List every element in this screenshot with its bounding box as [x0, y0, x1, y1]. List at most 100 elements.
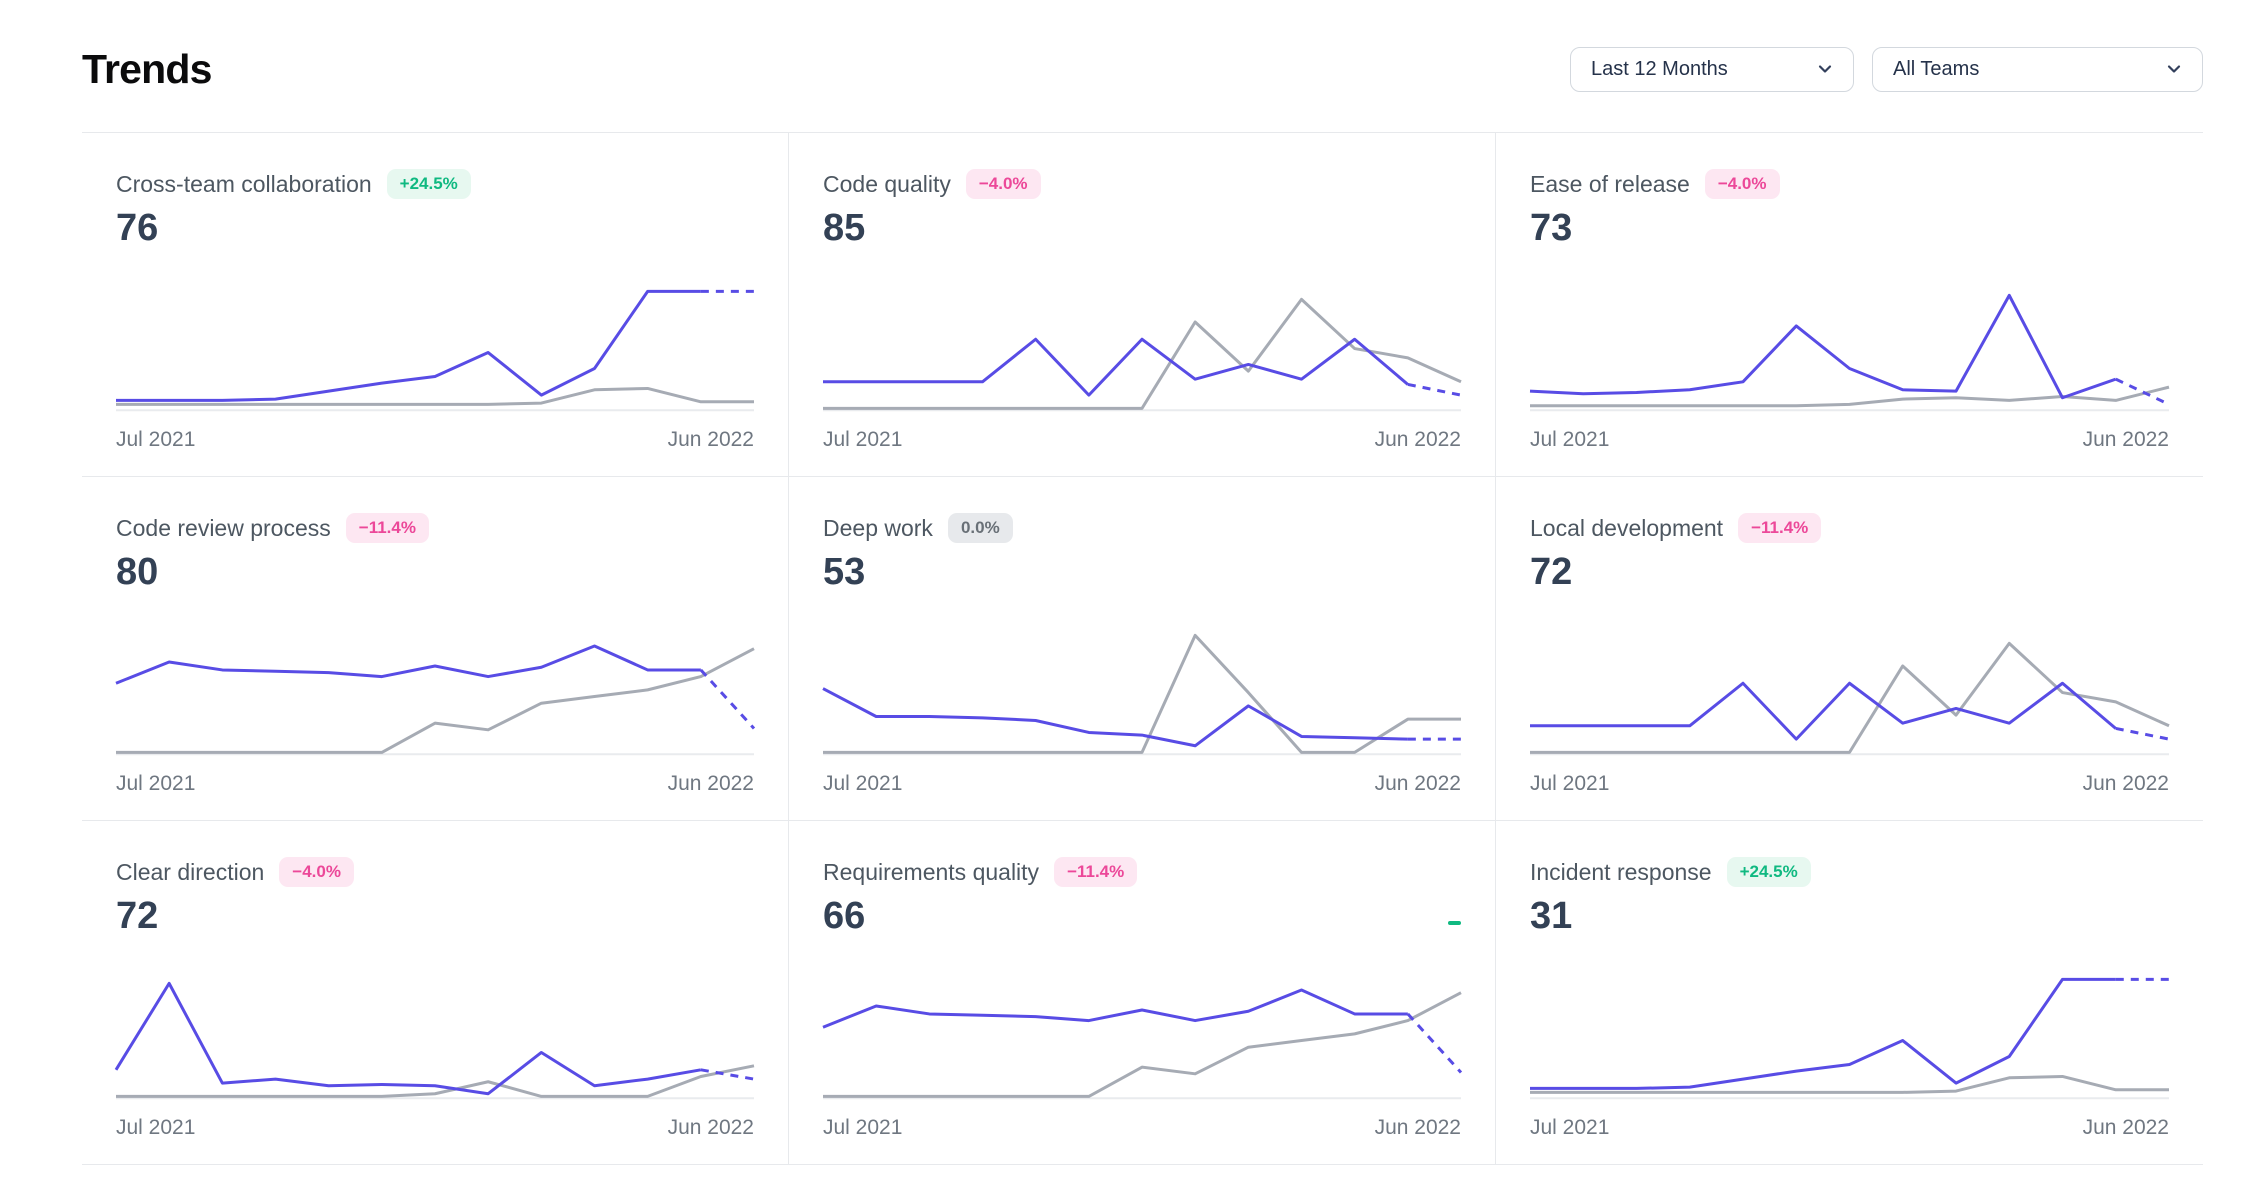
chart-block: Jul 2021 Jun 2022	[116, 962, 754, 1140]
filters: Last 12 Months All Teams	[1570, 46, 2203, 92]
cards-grid: Cross-team collaboration +24.5% 76 Jul 2…	[82, 132, 2203, 1165]
card-header: Incident response +24.5%	[1530, 857, 2169, 888]
x-axis-end-label: Jun 2022	[667, 772, 754, 795]
metric-card: Code quality −4.0% 85 Jul 2021 Jun 2022	[789, 133, 1496, 477]
card-header: Deep work 0.0%	[823, 513, 1461, 544]
metric-card: Deep work 0.0% 53 Jul 2021 Jun 2022	[789, 477, 1496, 821]
page-header: Trends Last 12 Months All Teams	[0, 0, 2255, 92]
change-badge: −11.4%	[1738, 513, 1822, 544]
metric-value: 31	[1530, 895, 1573, 938]
sparkline-chart[interactable]	[116, 618, 754, 758]
card-header: Requirements quality −11.4%	[823, 857, 1461, 888]
sparkline-chart[interactable]	[1530, 274, 2169, 414]
time-range-value: Last 12 Months	[1591, 57, 1728, 80]
x-axis-start-label: Jul 2021	[116, 1116, 196, 1139]
x-axis-end-label: Jun 2022	[1374, 772, 1461, 795]
stray-green-mark	[1448, 921, 1461, 925]
x-axis-start-label: Jul 2021	[1530, 1116, 1610, 1139]
change-badge: −4.0%	[1704, 169, 1780, 200]
chevron-down-icon	[2167, 65, 2181, 73]
sparkline-chart[interactable]	[823, 274, 1461, 414]
chart-block: Jul 2021 Jun 2022	[1530, 962, 2169, 1140]
sparkline-chart[interactable]	[823, 618, 1461, 758]
metric-value: 85	[823, 207, 866, 250]
x-axis-start-label: Jul 2021	[823, 1116, 903, 1139]
metric-value: 73	[1530, 207, 1573, 250]
metric-card: Code review process −11.4% 80 Jul 2021 J…	[82, 477, 789, 821]
teams-value: All Teams	[1893, 57, 1980, 80]
x-axis-end-label: Jun 2022	[667, 428, 754, 451]
x-axis-start-label: Jul 2021	[1530, 428, 1610, 451]
metric-value: 66	[823, 895, 866, 938]
sparkline-chart[interactable]	[823, 962, 1461, 1102]
metric-value: 76	[116, 207, 159, 250]
metric-value: 80	[116, 551, 159, 594]
change-badge: +24.5%	[1726, 857, 1811, 888]
metric-card: Ease of release −4.0% 73 Jul 2021 Jun 20…	[1496, 133, 2203, 477]
metric-card: Incident response +24.5% 31 Jul 2021 Jun…	[1496, 821, 2203, 1165]
card-header: Clear direction −4.0%	[116, 857, 754, 888]
card-title: Clear direction	[116, 858, 265, 885]
card-title: Ease of release	[1530, 170, 1690, 197]
x-axis-labels: Jul 2021 Jun 2022	[116, 1116, 754, 1140]
change-badge: −4.0%	[279, 857, 354, 888]
x-axis-labels: Jul 2021 Jun 2022	[116, 428, 754, 452]
metric-card: Local development −11.4% 72 Jul 2021 Jun…	[1496, 477, 2203, 821]
metric-card: Clear direction −4.0% 72 Jul 2021 Jun 20…	[82, 821, 789, 1165]
card-title: Local development	[1530, 514, 1724, 541]
chart-block: Jul 2021 Jun 2022	[1530, 274, 2169, 452]
card-header: Local development −11.4%	[1530, 513, 2169, 544]
sparkline-chart[interactable]	[1530, 962, 2169, 1102]
x-axis-labels: Jul 2021 Jun 2022	[823, 428, 1461, 452]
x-axis-end-label: Jun 2022	[667, 1116, 754, 1139]
metric-card: Cross-team collaboration +24.5% 76 Jul 2…	[82, 133, 789, 477]
sparkline-chart[interactable]	[1530, 618, 2169, 758]
card-header: Code quality −4.0%	[823, 169, 1461, 200]
card-title: Incident response	[1530, 858, 1712, 885]
card-title: Code quality	[823, 170, 951, 197]
chart-block: Jul 2021 Jun 2022	[116, 274, 754, 452]
card-title: Requirements quality	[823, 858, 1040, 885]
x-axis-end-label: Jun 2022	[1374, 1116, 1461, 1139]
x-axis-end-label: Jun 2022	[1374, 428, 1461, 451]
metric-value: 53	[823, 551, 866, 594]
card-header: Cross-team collaboration +24.5%	[116, 169, 754, 200]
x-axis-labels: Jul 2021 Jun 2022	[116, 772, 754, 796]
card-title: Cross-team collaboration	[116, 170, 372, 197]
sparkline-chart[interactable]	[116, 962, 754, 1102]
x-axis-end-label: Jun 2022	[2082, 772, 2169, 795]
x-axis-end-label: Jun 2022	[2082, 1116, 2169, 1139]
card-header: Code review process −11.4%	[116, 513, 754, 544]
x-axis-start-label: Jul 2021	[116, 772, 196, 795]
x-axis-labels: Jul 2021 Jun 2022	[1530, 772, 2169, 796]
change-badge: −11.4%	[345, 513, 429, 544]
x-axis-start-label: Jul 2021	[116, 428, 196, 451]
x-axis-labels: Jul 2021 Jun 2022	[1530, 428, 2169, 452]
time-range-select[interactable]: Last 12 Months	[1570, 46, 1854, 92]
x-axis-labels: Jul 2021 Jun 2022	[1530, 1116, 2169, 1140]
metric-card: Requirements quality −11.4% 66 Jul 2021 …	[789, 821, 1496, 1165]
x-axis-start-label: Jul 2021	[823, 772, 903, 795]
x-axis-labels: Jul 2021 Jun 2022	[823, 1116, 1461, 1140]
metric-value: 72	[116, 895, 159, 938]
sparkline-chart[interactable]	[116, 274, 754, 414]
change-badge: 0.0%	[947, 513, 1013, 544]
chart-block: Jul 2021 Jun 2022	[823, 618, 1461, 796]
chart-block: Jul 2021 Jun 2022	[823, 274, 1461, 452]
teams-select[interactable]: All Teams	[1872, 46, 2203, 92]
metric-value: 72	[1530, 551, 1573, 594]
card-title: Code review process	[116, 514, 331, 541]
chart-block: Jul 2021 Jun 2022	[1530, 618, 2169, 796]
chart-block: Jul 2021 Jun 2022	[116, 618, 754, 796]
chevron-down-icon	[1818, 65, 1832, 73]
change-badge: −4.0%	[965, 169, 1041, 200]
card-title: Deep work	[823, 514, 933, 541]
x-axis-end-label: Jun 2022	[2082, 428, 2169, 451]
page-title: Trends	[82, 45, 212, 92]
change-badge: −11.4%	[1054, 857, 1138, 888]
change-badge: +24.5%	[386, 169, 471, 200]
chart-block: Jul 2021 Jun 2022	[823, 962, 1461, 1140]
x-axis-start-label: Jul 2021	[1530, 772, 1610, 795]
card-header: Ease of release −4.0%	[1530, 169, 2169, 200]
